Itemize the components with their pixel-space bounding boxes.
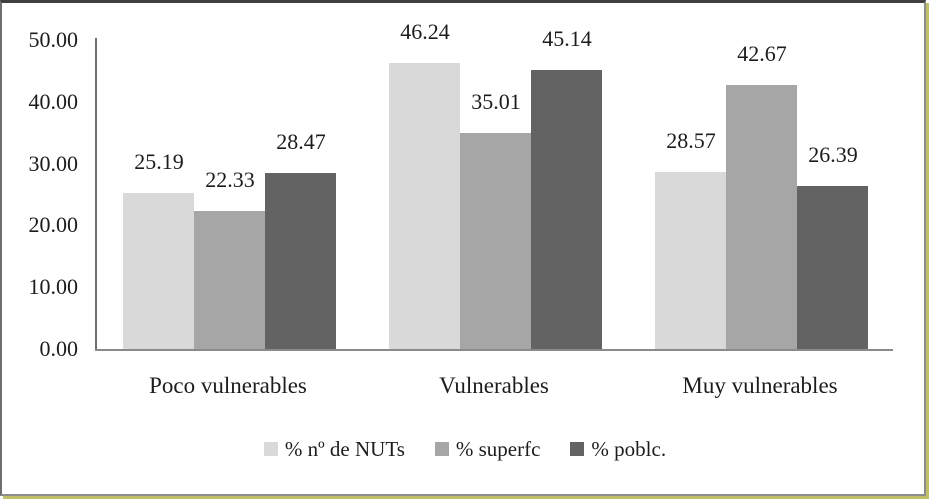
y-tick-label: 40.00	[28, 89, 79, 114]
bar	[460, 133, 531, 349]
bar	[797, 186, 868, 349]
bar-value-label: 42.67	[737, 41, 787, 66]
y-tick-label: 20.00	[28, 212, 79, 237]
category-label: Muy vulnerables	[682, 373, 838, 398]
bar	[265, 173, 336, 349]
legend-item-nuts: % nº de NUTs	[263, 436, 405, 462]
y-tick-label: 10.00	[28, 274, 79, 299]
bar	[123, 193, 194, 349]
legend-label: % nº de NUTs	[284, 436, 405, 461]
y-tick-label: 0.00	[39, 336, 79, 361]
legend: % nº de NUTs % superfc % poblc.	[0, 433, 930, 465]
bar-value-label: 46.24	[400, 19, 450, 44]
y-tick-label: 30.00	[28, 151, 79, 176]
legend-swatch	[570, 442, 585, 456]
legend-item-poblc: % poblc.	[570, 437, 666, 462]
bar	[531, 70, 602, 349]
bar	[194, 211, 265, 349]
category-label: Vulnerables	[439, 373, 549, 398]
bar	[389, 63, 460, 349]
y-tick-label: 50.00	[28, 27, 79, 52]
bar-value-label: 45.14	[542, 26, 592, 51]
legend-swatch	[434, 442, 449, 456]
bar	[726, 85, 797, 349]
bar-value-label: 35.01	[471, 89, 521, 114]
bar	[655, 172, 726, 349]
legend-swatch	[263, 442, 278, 456]
bar-value-label: 25.19	[134, 149, 184, 174]
legend-item-superfc: % superfc	[434, 436, 541, 462]
legend-label: % superfc	[455, 436, 541, 461]
x-axis-line	[95, 349, 893, 351]
bar-value-label: 28.57	[666, 128, 716, 153]
legend-label: % poblc.	[591, 436, 667, 461]
y-axis-line	[95, 38, 97, 351]
bar-value-label: 28.47	[276, 129, 326, 154]
bar-value-label: 22.33	[205, 167, 255, 192]
category-label: Poco vulnerables	[149, 373, 307, 398]
bar-value-label: 26.39	[808, 142, 858, 167]
